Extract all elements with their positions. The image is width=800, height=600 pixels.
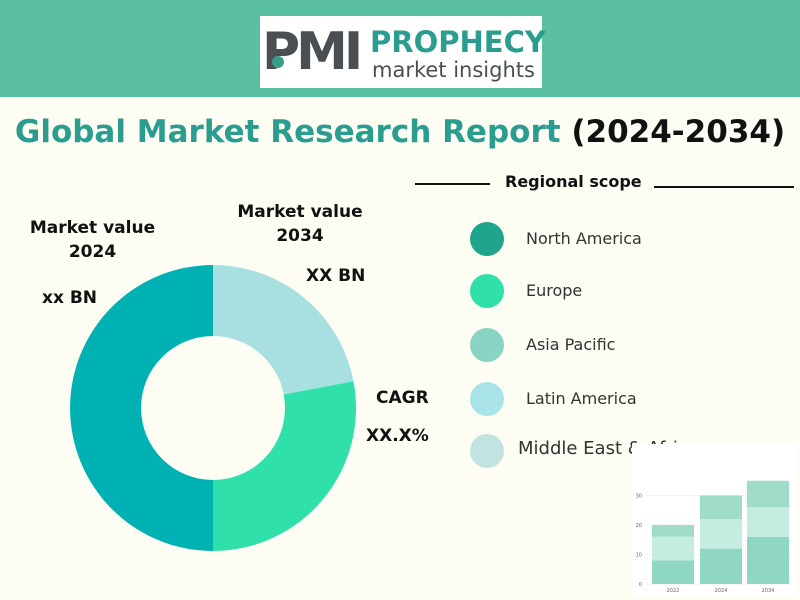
- legend-heading: Regional scope: [505, 172, 642, 191]
- x-tick-label: 2022: [667, 588, 680, 594]
- x-tick-label: 2034: [762, 588, 775, 594]
- logo-tagline: market insights: [372, 58, 535, 82]
- legend-swatch: [470, 328, 504, 362]
- page-title: Global Market Research Report (2024-2034…: [0, 112, 800, 152]
- x-tick-label: 2024: [715, 588, 728, 594]
- legend-swatch: [470, 382, 504, 416]
- y-tick-label: 30: [636, 494, 642, 500]
- bar-segment: [652, 525, 694, 537]
- value-2034: XX BN: [306, 266, 366, 286]
- bar-segment: [700, 519, 742, 549]
- y-tick-label: 20: [636, 523, 642, 529]
- legend-swatch: [470, 274, 504, 308]
- donut-slice: [213, 265, 354, 395]
- y-tick-label: 0: [639, 582, 642, 588]
- logo[interactable]: PMI PROPHECY market insights: [260, 16, 546, 88]
- donut-slice: [213, 381, 356, 551]
- legend-label: Asia Pacific: [526, 335, 616, 354]
- legend-label: Latin America: [526, 389, 637, 408]
- bar-segment: [652, 560, 694, 584]
- legend-rule-left: [415, 183, 490, 185]
- bar-segment: [747, 480, 789, 508]
- title-main: Global Market Research Report: [14, 114, 561, 150]
- y-tick-label: 10: [636, 553, 642, 559]
- bar-segment: [700, 495, 742, 520]
- value-2024: xx BN: [42, 288, 98, 308]
- legend-swatch: [470, 434, 504, 468]
- bar-segment: [700, 548, 742, 584]
- market-value-2034-label: Market value 2034: [237, 202, 363, 246]
- legend-swatch: [470, 222, 504, 256]
- market-value-2024-label: Market value 2024: [29, 218, 156, 262]
- cagr-value: XX.X%: [366, 426, 429, 446]
- bar-segment: [747, 507, 789, 537]
- legend-label: North America: [526, 229, 642, 248]
- bar-segment: [652, 536, 694, 561]
- stacked-bar-chart: 0 10 20 30 2022 2024 2034: [632, 444, 796, 596]
- legend-rule-right: [654, 186, 794, 188]
- bar-segment: [747, 536, 789, 584]
- title-years: (2024-2034): [571, 114, 786, 150]
- logo-mark: PMI: [262, 22, 363, 82]
- donut-slice: [70, 265, 213, 551]
- donut-chart: [70, 265, 356, 551]
- logo-name: PROPHECY: [370, 25, 546, 59]
- cagr-label: CAGR: [376, 388, 429, 408]
- logo-globe-icon: [272, 56, 284, 68]
- legend-label: Europe: [526, 281, 583, 300]
